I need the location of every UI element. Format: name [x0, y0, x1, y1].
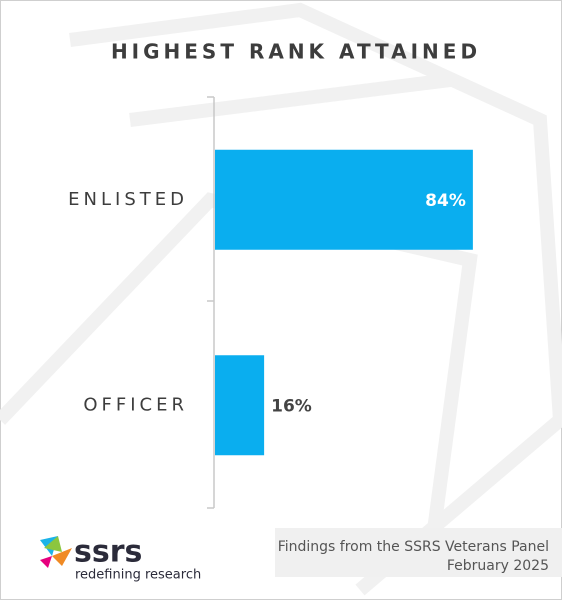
- footer-line: February 2025: [447, 558, 549, 574]
- category-label: OFFICER: [83, 394, 188, 415]
- category-label: ENLISTED: [68, 189, 188, 210]
- logo-name: ssrs: [74, 535, 142, 570]
- footer-box: [275, 528, 562, 577]
- bar: [215, 355, 265, 456]
- value-label: 84%: [425, 191, 466, 211]
- logo-tagline: redefining research: [75, 568, 201, 583]
- footer-line: Findings from the SSRS Veterans Panel: [278, 539, 549, 555]
- value-label: 16%: [271, 396, 312, 416]
- axis: [207, 96, 215, 509]
- logo-mark: [40, 536, 72, 568]
- bar: [215, 149, 473, 250]
- chart-title: HIGHEST RANK ATTAINED: [111, 40, 481, 64]
